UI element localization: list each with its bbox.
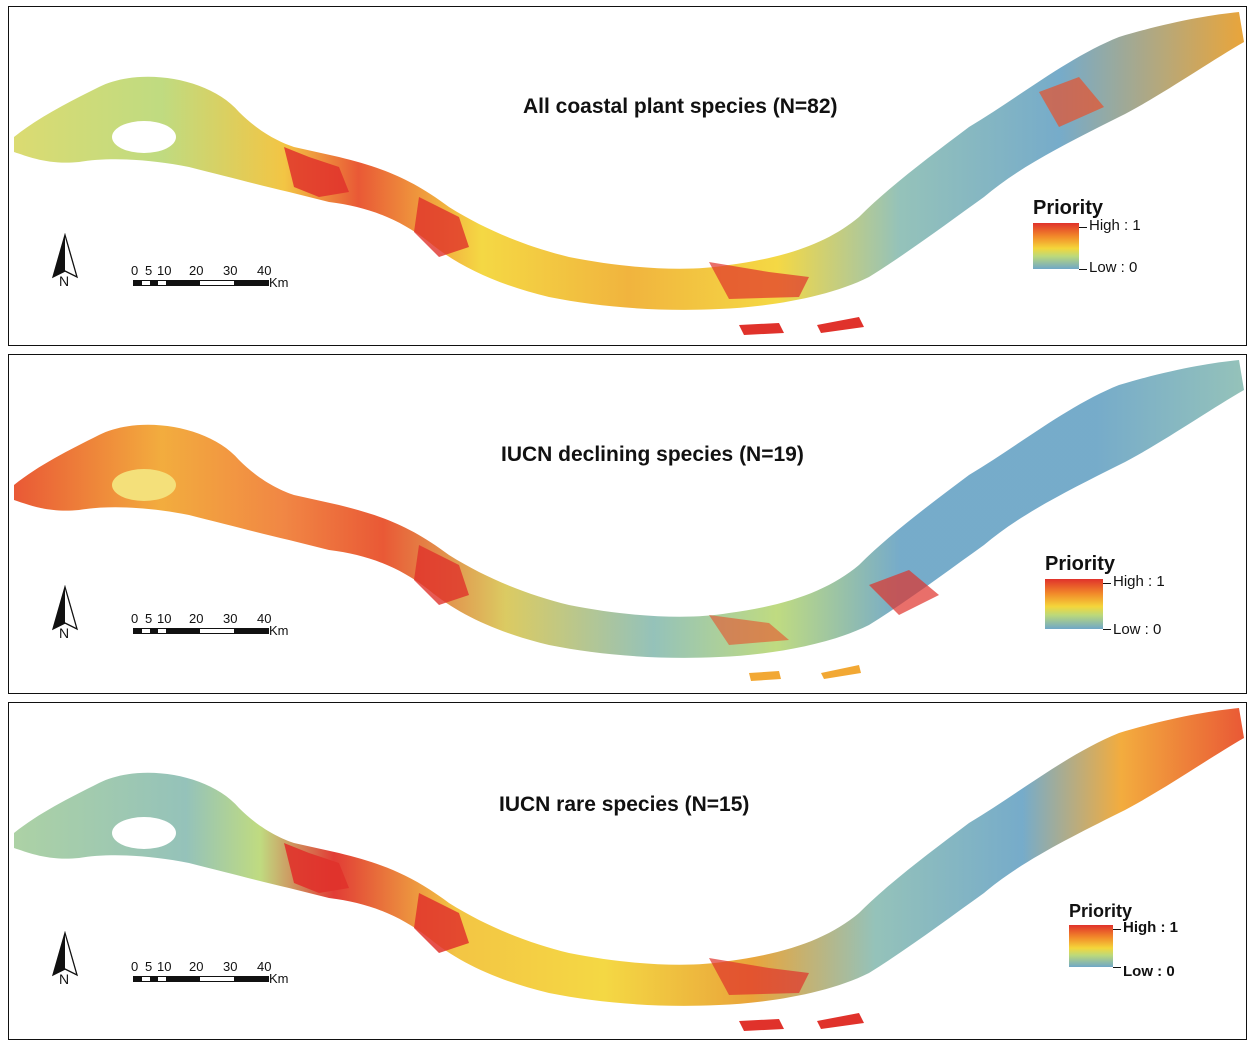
map-panel-declining-species: IUCN declining species (N=19) N 0 5 10 2… (8, 354, 1247, 694)
scale-label: 20 (189, 611, 204, 626)
map-title: All coastal plant species (N=82) (523, 95, 838, 118)
legend-title: Priority (1045, 553, 1116, 575)
scale-label: 0 (131, 263, 139, 278)
legend-title: Priority (1069, 901, 1133, 921)
scale-label: 10 (157, 959, 172, 974)
legend-color-ramp (1045, 579, 1103, 629)
coastal-priority-map (14, 360, 1244, 681)
scale-bar: 0 5 10 20 30 40 Km (129, 611, 309, 651)
scale-label: 30 (223, 611, 238, 626)
coastal-priority-map (14, 708, 1244, 1031)
legend-low-label: Low : 0 (1089, 259, 1138, 276)
scale-unit: Km (269, 971, 289, 986)
map-title: IUCN declining species (N=19) (501, 443, 804, 466)
legend-high-label: High : 1 (1089, 217, 1141, 234)
scale-label: 10 (157, 263, 172, 278)
legend-title: Priority (1033, 197, 1104, 219)
scale-bar: 0 5 10 20 30 40 Km (129, 263, 309, 303)
scale-label: 0 (131, 611, 139, 626)
scale-bar: 0 5 10 20 30 40 Km (129, 959, 309, 999)
north-label: N (59, 273, 70, 289)
scale-label: 40 (257, 263, 272, 278)
map-panel-all-species: All coastal plant species (N=82) N 0 5 1… (8, 6, 1247, 346)
north-arrow-icon: N (47, 930, 83, 987)
scale-label: 10 (157, 611, 172, 626)
north-label: N (59, 971, 70, 987)
scale-label: 30 (223, 959, 238, 974)
scale-label: 0 (131, 959, 139, 974)
scale-label: 5 (145, 611, 153, 626)
legend-low-label: Low : 0 (1113, 621, 1162, 638)
coastal-priority-map (14, 12, 1244, 335)
north-arrow-icon: N (47, 232, 83, 289)
legend-low-label: Low : 0 (1123, 963, 1175, 980)
legend-high-label: High : 1 (1113, 573, 1165, 590)
scale-label: 5 (145, 959, 153, 974)
legend-high-label: High : 1 (1123, 919, 1178, 936)
scale-label: 20 (189, 959, 204, 974)
legend-color-ramp (1069, 925, 1113, 967)
scale-label: 40 (257, 959, 272, 974)
scale-unit: Km (269, 623, 289, 638)
legend-color-ramp (1033, 223, 1079, 269)
scale-label: 40 (257, 611, 272, 626)
map-panel-rare-species: IUCN rare species (N=15) N 0 5 10 20 30 … (8, 702, 1247, 1040)
scale-label: 20 (189, 263, 204, 278)
north-label: N (59, 625, 70, 641)
scale-label: 30 (223, 263, 238, 278)
scale-label: 5 (145, 263, 153, 278)
scale-unit: Km (269, 275, 289, 290)
north-arrow-icon: N (47, 584, 83, 641)
map-title: IUCN rare species (N=15) (499, 793, 750, 816)
